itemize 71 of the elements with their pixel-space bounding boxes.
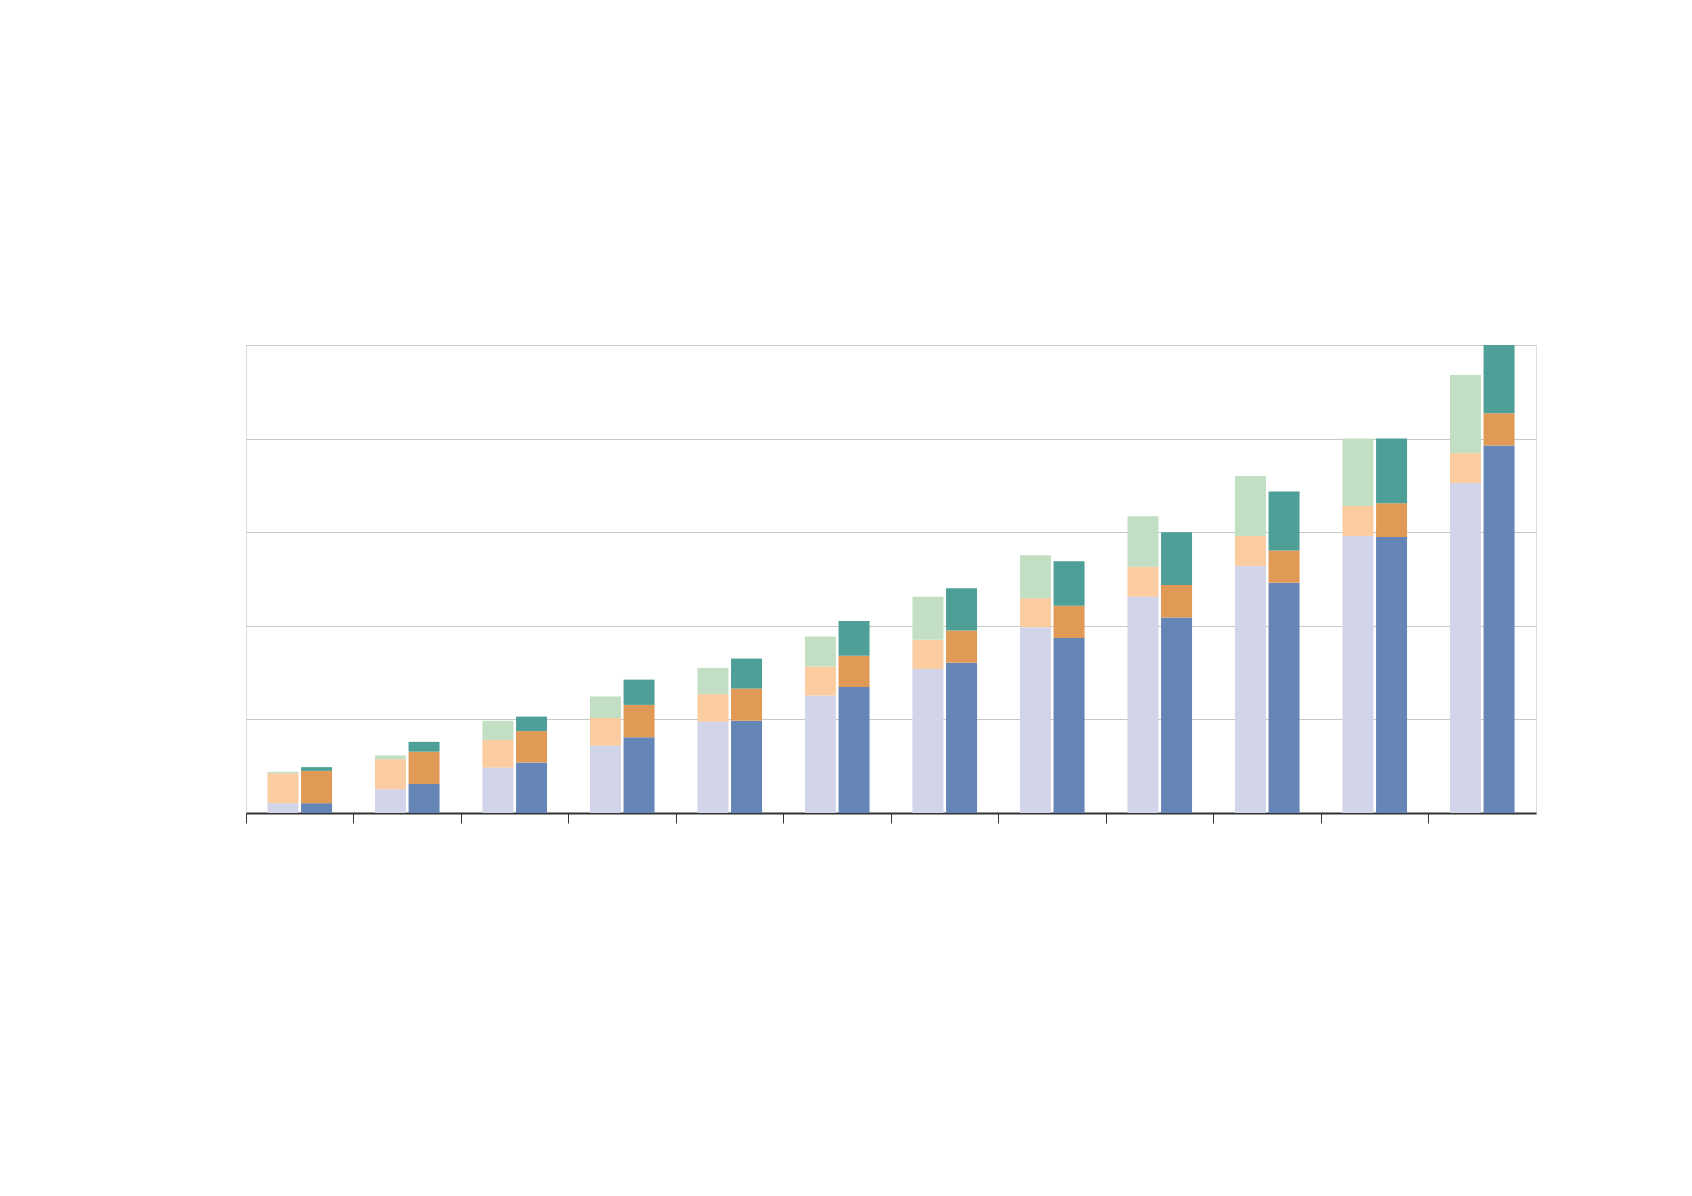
bar <box>731 688 763 721</box>
bar <box>946 630 978 663</box>
bar <box>1161 532 1193 586</box>
bar <box>1342 535 1374 813</box>
bar <box>697 721 729 813</box>
bar <box>1483 413 1515 446</box>
bar <box>946 588 978 631</box>
bar <box>623 704 655 738</box>
bar <box>1019 555 1051 599</box>
bar <box>804 666 836 696</box>
bar <box>267 773 299 804</box>
bar <box>1449 374 1481 454</box>
bar <box>589 718 621 746</box>
bar <box>516 716 548 732</box>
bar <box>1234 565 1266 813</box>
bar <box>374 755 406 760</box>
bar <box>623 737 655 813</box>
bar <box>1161 617 1193 813</box>
bar <box>912 668 944 813</box>
bar <box>1053 637 1085 813</box>
bar <box>1268 582 1300 813</box>
bar <box>1376 536 1408 813</box>
bar <box>1127 596 1159 813</box>
bar <box>946 662 978 813</box>
bar <box>838 687 870 813</box>
bar <box>1127 566 1159 597</box>
bar <box>804 636 836 667</box>
bar <box>589 745 621 813</box>
bar <box>697 667 729 695</box>
bar <box>1019 598 1051 628</box>
bar <box>482 720 514 740</box>
bar <box>912 639 944 669</box>
bar <box>731 658 763 689</box>
bar <box>1449 453 1481 484</box>
bar <box>1342 505 1374 536</box>
bar <box>301 767 333 771</box>
bar <box>516 762 548 813</box>
bar <box>408 741 440 752</box>
bar <box>1268 550 1300 583</box>
bar <box>1449 483 1481 813</box>
bar <box>1234 535 1266 566</box>
bar <box>1019 627 1051 813</box>
bar <box>482 739 514 768</box>
bar <box>838 655 870 688</box>
bar <box>838 621 870 656</box>
bar <box>408 751 440 784</box>
bar <box>301 803 333 813</box>
bar <box>267 803 299 813</box>
bar <box>912 596 944 640</box>
bar <box>482 767 514 813</box>
bar <box>1053 561 1085 606</box>
bar <box>1376 438 1408 504</box>
bar <box>1268 491 1300 551</box>
bar <box>374 789 406 813</box>
bar <box>589 696 621 718</box>
bar <box>1376 503 1408 537</box>
bar <box>374 759 406 790</box>
bar <box>1053 605 1085 638</box>
bar <box>623 679 655 705</box>
bar <box>408 783 440 813</box>
bar <box>1234 476 1266 536</box>
bar <box>804 695 836 813</box>
bar <box>516 731 548 763</box>
bar <box>1483 345 1515 414</box>
bar <box>1161 585 1193 618</box>
bar <box>1342 438 1374 506</box>
bar <box>731 720 763 813</box>
bar <box>301 770 333 804</box>
bar <box>1483 445 1515 813</box>
bar <box>697 694 729 722</box>
bar <box>1127 516 1159 567</box>
